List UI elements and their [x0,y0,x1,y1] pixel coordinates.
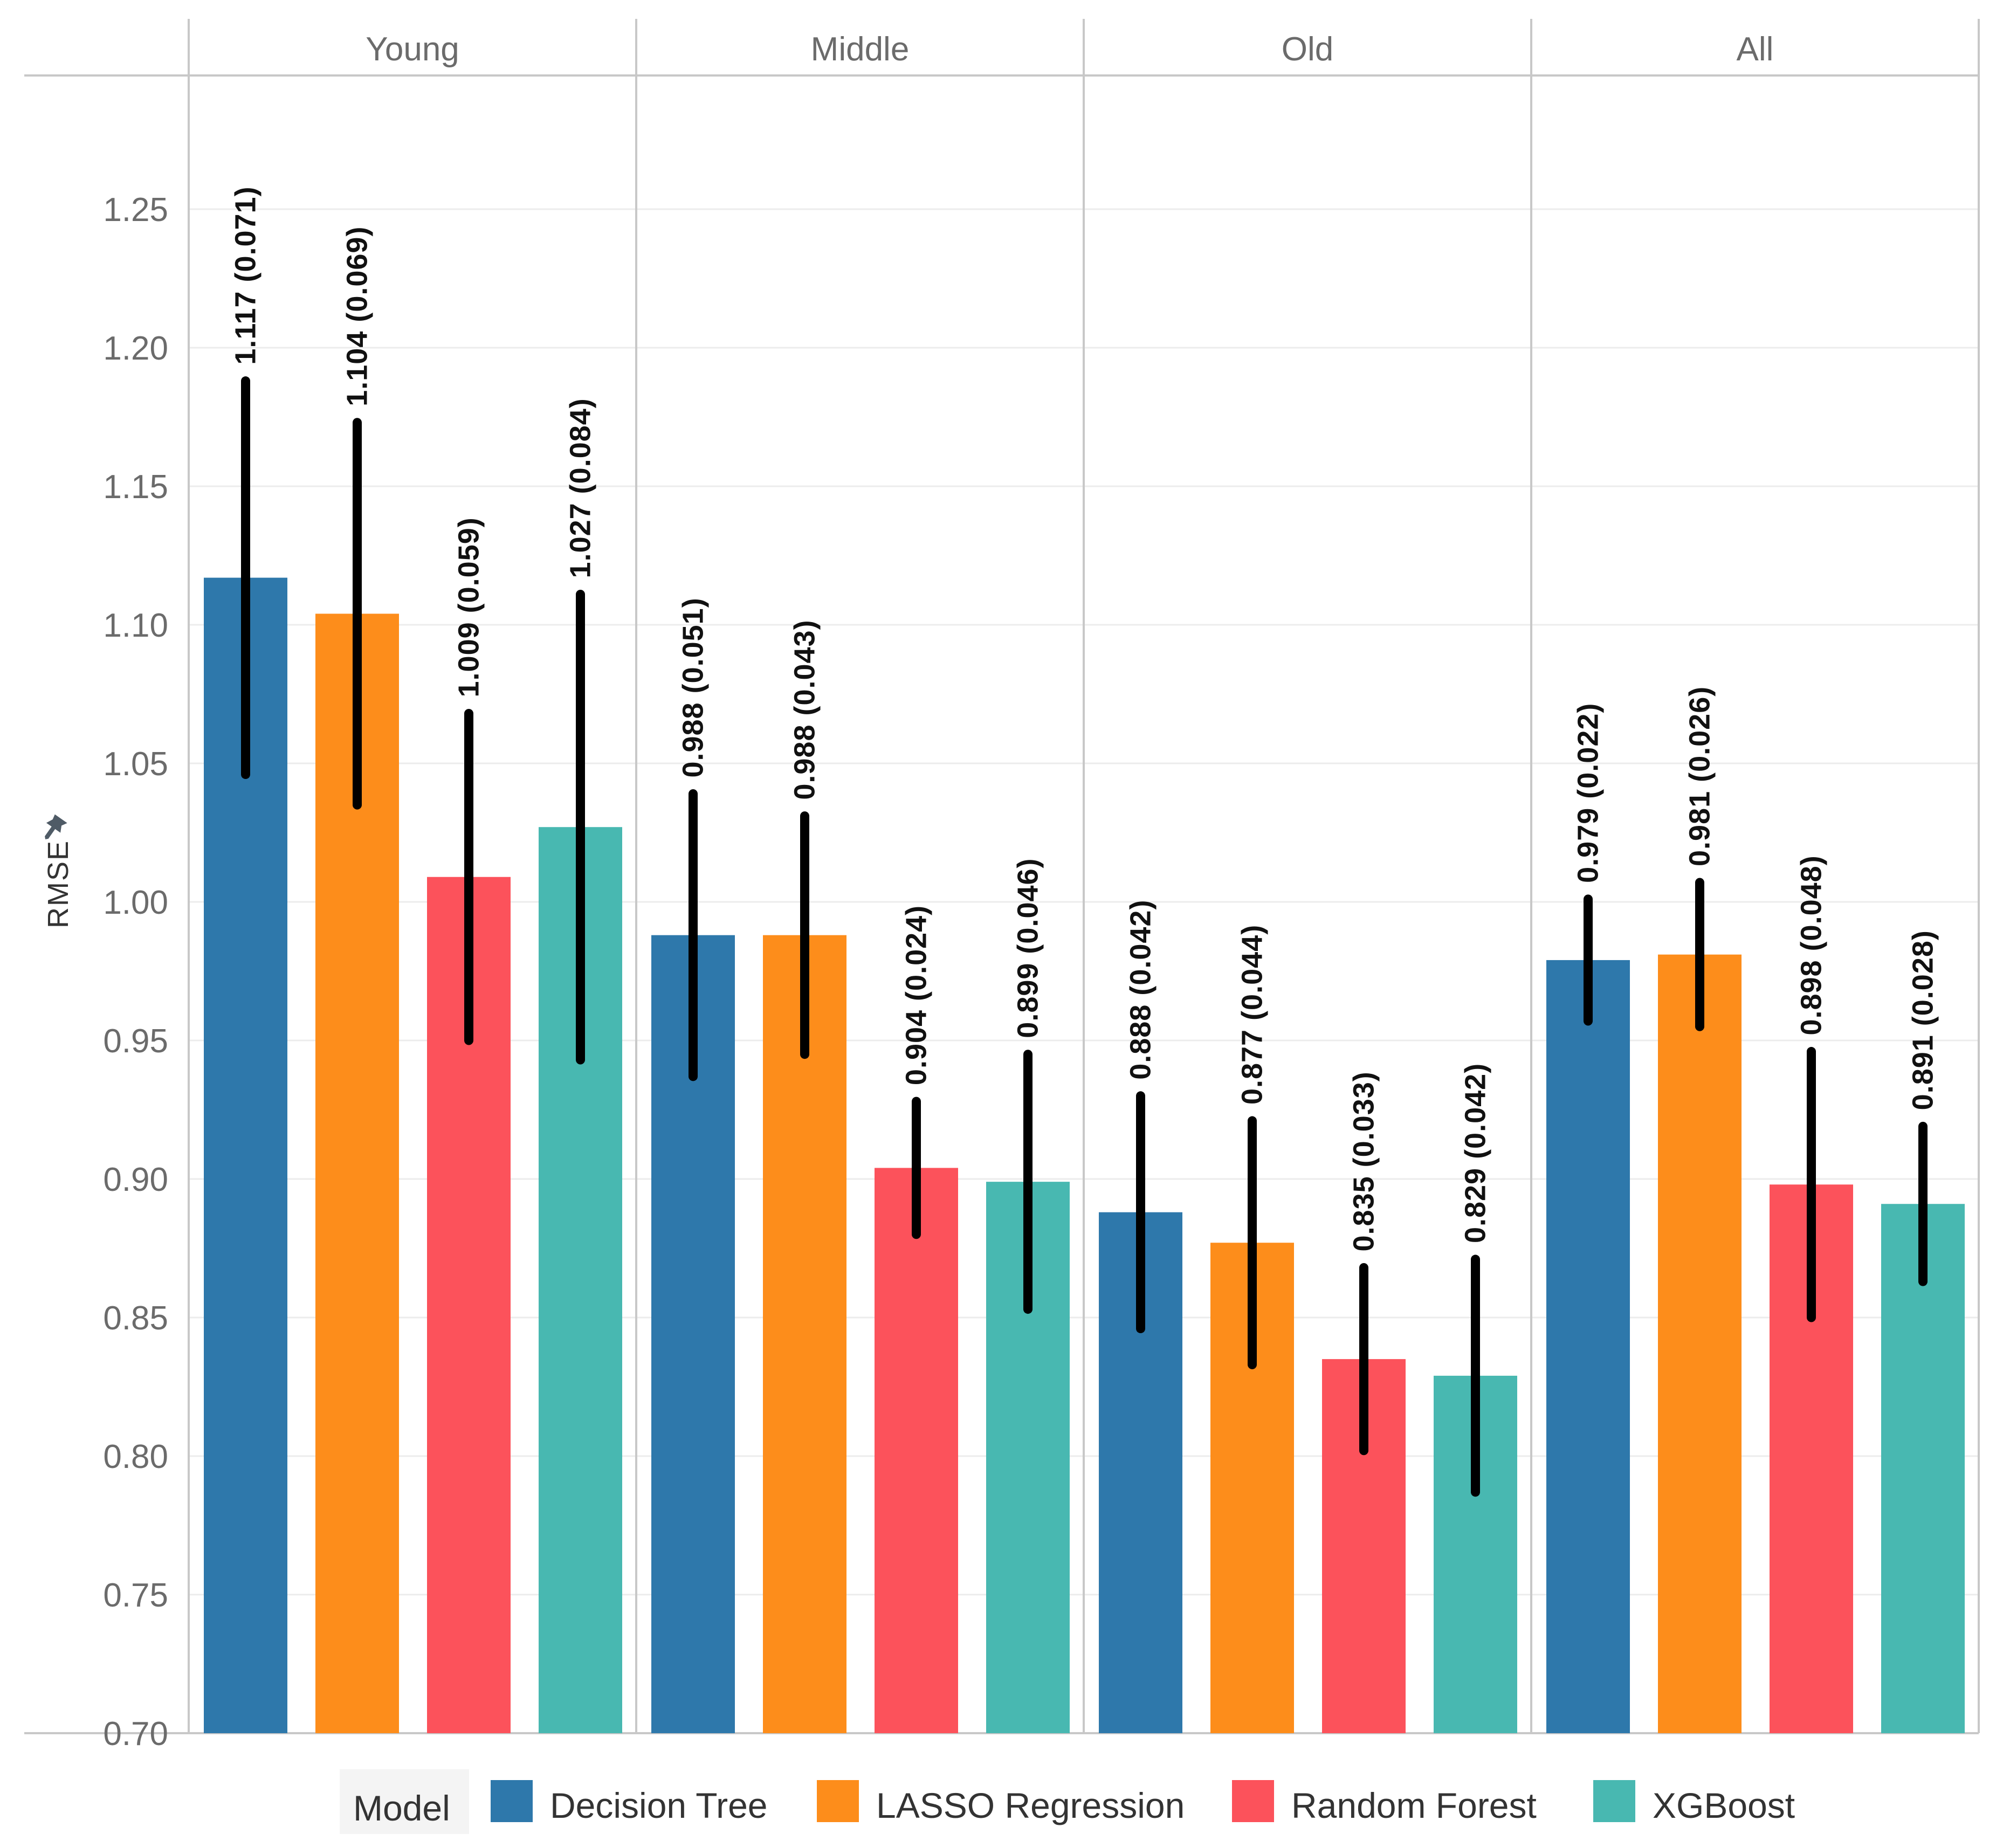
legend-item-label: XGBoost [1653,1785,1795,1825]
data-label: 0.899 (0.046) [1012,858,1044,1038]
panel-header-middle: Middle [811,31,910,68]
panel-header-all: All [1737,31,1774,68]
legend-item-label: Random Forest [1291,1785,1537,1825]
data-label: 0.988 (0.051) [677,597,710,777]
data-label: 0.877 (0.044) [1236,925,1269,1105]
legend-item-label: Decision Tree [550,1785,768,1825]
data-label: 0.979 (0.022) [1572,703,1605,883]
y-tick-label: 1.00 [103,884,168,921]
y-tick-label: 0.95 [103,1023,168,1060]
legend-title: Model [353,1788,450,1828]
legend: Model Decision Tree LASSO Regression Random… [340,1769,1795,1834]
legend-swatch [817,1780,859,1822]
pin-icon [45,814,67,839]
bar-decision-tree-all [1546,960,1630,1733]
data-label: 0.898 (0.048) [1795,855,1828,1035]
y-tick-label: 1.20 [103,330,168,367]
legend-title-background [340,1769,469,1834]
data-label: 0.981 (0.026) [1684,686,1716,866]
data-label: 0.891 (0.028) [1907,930,1939,1110]
y-tick-label: 1.25 [103,191,168,229]
y-axis: RMSE 0.70 0.75 0.80 0.85 0.90 0.95 1.00 1.05 1.1… [42,191,168,1753]
y-axis-label: RMSE [42,840,74,928]
bar-random-forest-middle [875,1168,958,1733]
data-label: 1.104 (0.069) [341,226,374,406]
data-label: 0.829 (0.042) [1460,1063,1492,1243]
data-label: 0.904 (0.024) [900,905,933,1085]
y-tick-label: 0.85 [103,1300,168,1337]
data-label: 1.009 (0.059) [453,517,485,697]
error-bars [241,376,1928,1497]
data-label: 0.835 (0.033) [1348,1071,1380,1251]
legend-item-label: LASSO Regression [876,1785,1185,1825]
legend-swatch [491,1780,533,1822]
legend-swatch [1593,1780,1635,1822]
y-tick-label: 1.05 [103,746,168,783]
data-label: 0.888 (0.042) [1125,900,1157,1080]
data-labels: 1.117 (0.071) 0.988 (0.051) 0.888 (0.042) 0… [230,186,1939,1251]
bar-xgboost-all [1881,1204,1965,1733]
y-tick-label: 0.70 [103,1715,168,1753]
y-tick-label: 1.15 [103,468,168,506]
bar-lasso-regression-all [1658,954,1742,1733]
y-tick-label: 0.80 [103,1438,168,1475]
data-label: 0.988 (0.043) [789,619,821,799]
panel-header-young: Young [366,31,459,68]
data-label: 1.117 (0.071) [230,186,262,364]
panel-headers: Young Middle Old All [366,31,1773,68]
y-tick-label: 0.90 [103,1161,168,1198]
bar-lasso-regression-middle [763,935,846,1733]
y-tick-label: 1.10 [103,607,168,644]
bars [204,577,1965,1733]
y-tick-label: 0.75 [103,1577,168,1614]
legend-swatch [1232,1780,1274,1822]
data-label: 1.027 (0.084) [565,398,597,578]
panel-header-old: Old [1282,31,1333,68]
